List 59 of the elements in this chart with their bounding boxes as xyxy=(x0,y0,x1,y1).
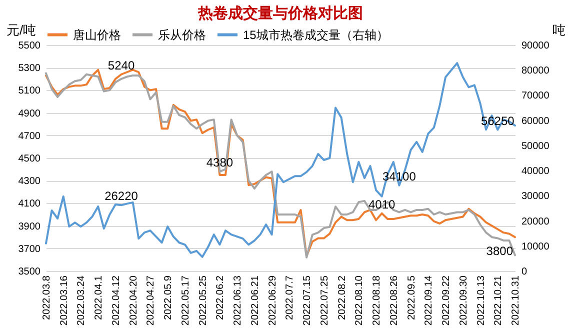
data-label: 3800 xyxy=(486,244,514,258)
y2-tick-label: 50000 xyxy=(522,140,550,152)
x-tick-label: 2022.03.8 xyxy=(42,275,52,320)
x-tick-label: 2022.06.21 xyxy=(250,275,261,326)
x-tick-label: 2022.08.26 xyxy=(388,275,400,326)
y2-tick-label: 80000 xyxy=(522,66,550,77)
y-tick-label: 4700 xyxy=(18,130,41,142)
y-tick-label: 3700 xyxy=(18,244,41,255)
y-tick-label: 4900 xyxy=(18,108,41,120)
x-tick-label: 2022.06.29 xyxy=(267,275,278,326)
legend-label: 15城市热卷成交量（右轴） xyxy=(243,28,388,42)
y2-tick-label: 40000 xyxy=(522,166,550,178)
y-tick-label: 3900 xyxy=(18,221,41,232)
x-tick-label: 2022.04.20 xyxy=(128,275,140,326)
legend-label: 乐从价格 xyxy=(158,28,206,42)
x-tick-label: 2022.10.13 xyxy=(476,275,487,326)
x-tick-label: 2022.05.25 xyxy=(198,275,209,326)
legend-label: 唐山价格 xyxy=(73,28,121,42)
x-tick-label: 2022.09.30 xyxy=(458,275,470,326)
y2-tick-label: 60000 xyxy=(522,116,550,127)
y-tick-label: 5500 xyxy=(18,40,41,52)
x-tick-label: 2022.09.22 xyxy=(441,275,452,326)
x-tick-label: 2022.04.1 xyxy=(94,275,105,320)
x-tick-label: 2022.04.27 xyxy=(146,275,157,326)
y2-tick-label: 70000 xyxy=(522,90,550,102)
x-tick-label: 2022.03.24 xyxy=(76,275,88,326)
y2-tick-label: 90000 xyxy=(522,40,550,52)
x-tick-label: 2022.06.13 xyxy=(232,275,244,326)
y2-tick-label: 10000 xyxy=(522,241,550,252)
x-tick-label: 2022.04.12 xyxy=(110,275,122,326)
data-label: 26220 xyxy=(104,189,138,204)
x-tick-label: 2022.07.15 xyxy=(302,275,314,326)
x-tick-label: 2022.08.2 xyxy=(336,275,348,320)
y-tick-label: 4300 xyxy=(18,176,41,188)
x-tick-label: 2022.09.14 xyxy=(424,275,435,326)
y-tick-label: 5100 xyxy=(18,86,41,97)
x-tick-label: 2022.03.16 xyxy=(58,275,70,326)
y2-tick-label: 30000 xyxy=(522,191,550,202)
chart-title: 热卷成交量与价格对比图 xyxy=(197,4,363,22)
data-label: 4010 xyxy=(368,197,396,212)
x-tick-label: 2022.07.25 xyxy=(319,275,330,326)
y-tick-label: 5300 xyxy=(18,63,41,74)
y-tick-label: 4100 xyxy=(18,198,41,210)
data-label: 5240 xyxy=(108,58,135,72)
x-tick-label: 2022.10.31 xyxy=(510,275,522,326)
x-tick-label: 2022.06.2 xyxy=(215,275,226,320)
y2-tick-label: 0 xyxy=(522,266,528,278)
x-tick-label: 2022.05.17 xyxy=(180,275,192,326)
x-tick-label: 2022.08.18 xyxy=(372,275,383,326)
y2-tick-label: 20000 xyxy=(522,216,550,228)
y-tick-label: 3500 xyxy=(18,266,41,278)
x-tick-label: 2022.10.21 xyxy=(493,275,504,326)
x-tick-label: 2022.08.10 xyxy=(354,275,366,326)
x-tick-label: 2022.09.5 xyxy=(406,275,418,320)
x-tick-label: 2022.05.9 xyxy=(163,275,174,320)
y-axis-title: 元/吨 xyxy=(6,22,36,38)
y-tick-label: 4500 xyxy=(18,154,41,164)
x-tick-label: 2022.07.7 xyxy=(284,275,296,320)
y2-axis-title: 吨 xyxy=(552,22,566,38)
